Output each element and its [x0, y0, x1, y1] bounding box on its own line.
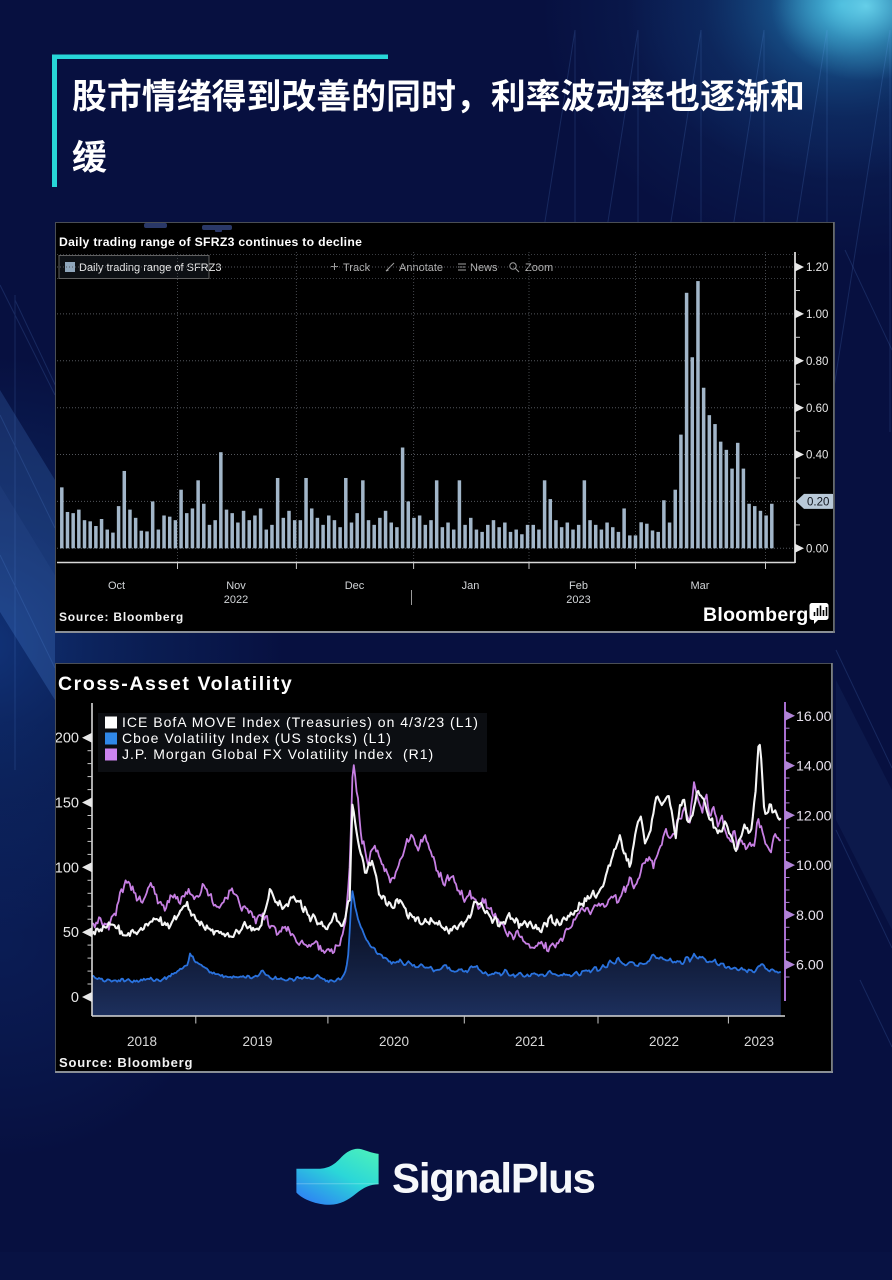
svg-text:16.00: 16.00	[796, 709, 832, 725]
svg-text:2022: 2022	[649, 1034, 679, 1049]
svg-text:2021: 2021	[515, 1034, 545, 1049]
svg-text:Nov: Nov	[226, 580, 246, 592]
svg-text:Cboe Volatility Index (US stoc: Cboe Volatility Index (US stocks) (L1)	[122, 730, 392, 746]
svg-text:150: 150	[55, 796, 79, 812]
svg-text:0.40: 0.40	[806, 450, 828, 462]
svg-text:8.00: 8.00	[796, 908, 824, 924]
svg-text:Feb: Feb	[569, 580, 588, 592]
svg-text:2018: 2018	[127, 1034, 157, 1049]
svg-text:0.80: 0.80	[806, 356, 828, 368]
svg-text:10.00: 10.00	[796, 858, 832, 874]
svg-text:Source: Bloomberg: Source: Bloomberg	[59, 1055, 193, 1070]
svg-text:100: 100	[55, 860, 79, 876]
svg-text:0.00: 0.00	[806, 544, 828, 556]
svg-text:1.20: 1.20	[806, 262, 828, 274]
svg-text:0.20: 0.20	[807, 497, 829, 509]
svg-text:6.00: 6.00	[796, 958, 824, 974]
svg-text:News: News	[470, 262, 498, 274]
svg-text:Source: Bloomberg: Source: Bloomberg	[59, 610, 184, 624]
svg-text:2022: 2022	[224, 594, 248, 606]
svg-text:Daily trading range of SFRZ3 c: Daily trading range of SFRZ3 continues t…	[59, 235, 362, 249]
svg-text:200: 200	[55, 731, 79, 747]
svg-text:0: 0	[71, 990, 79, 1006]
svg-text:2023: 2023	[566, 594, 590, 606]
svg-text:Annotate: Annotate	[399, 262, 443, 274]
svg-text:Bloomberg: Bloomberg	[703, 604, 809, 626]
svg-text:Zoom: Zoom	[525, 262, 553, 274]
svg-text:2023: 2023	[744, 1034, 774, 1049]
svg-text:Dec: Dec	[345, 580, 365, 592]
svg-text:SignalPlus: SignalPlus	[392, 1155, 595, 1202]
svg-text:Jan: Jan	[462, 580, 480, 592]
svg-text:0.60: 0.60	[806, 403, 828, 415]
svg-text:2020: 2020	[379, 1034, 409, 1049]
svg-text:ICE BofA MOVE Index (Treasurie: ICE BofA MOVE Index (Treasuries) on 4/3/…	[122, 714, 479, 730]
svg-text:Track: Track	[343, 262, 371, 274]
svg-text:2019: 2019	[242, 1034, 272, 1049]
svg-text:J.P. Morgan Global FX Volatili: J.P. Morgan Global FX Volatility Index (…	[122, 746, 434, 762]
svg-text:50: 50	[63, 925, 79, 941]
svg-text:12.00: 12.00	[796, 808, 832, 824]
svg-text:Oct: Oct	[108, 580, 125, 592]
svg-text:Mar: Mar	[691, 580, 710, 592]
svg-text:Cross-Asset Volatility: Cross-Asset Volatility	[58, 673, 293, 695]
svg-text:1.00: 1.00	[806, 309, 828, 321]
svg-text:14.00: 14.00	[796, 759, 832, 775]
svg-text:Daily trading range of SFRZ3: Daily trading range of SFRZ3	[79, 262, 221, 274]
